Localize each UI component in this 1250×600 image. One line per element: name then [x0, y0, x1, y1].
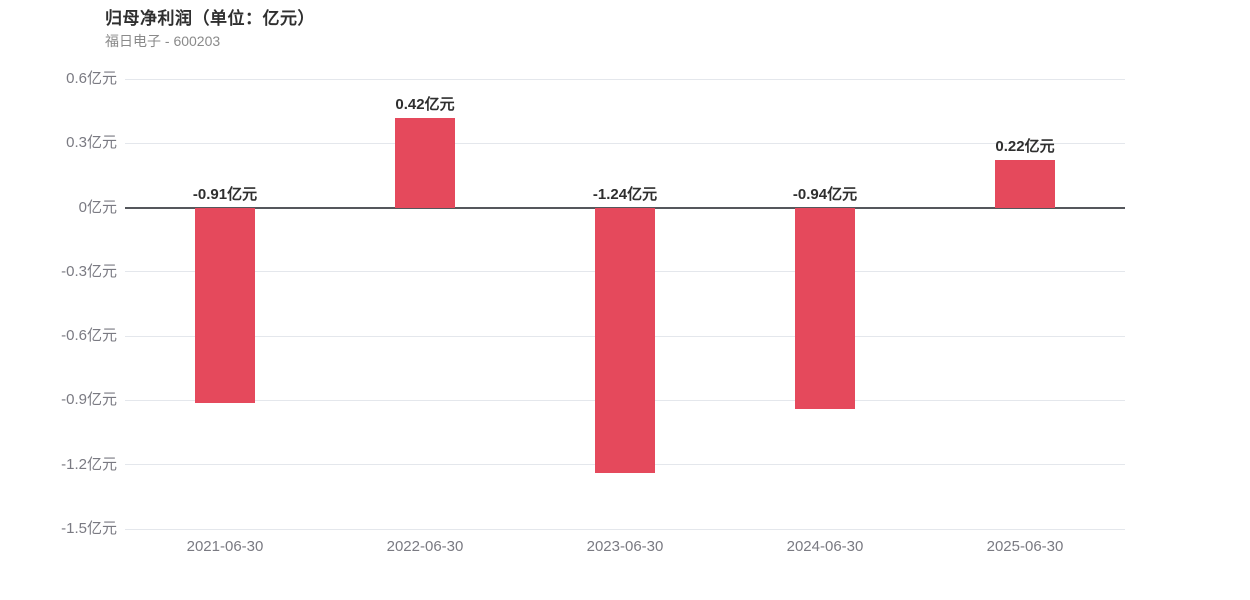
bar-value-label: -1.24亿元 [592, 185, 658, 203]
x-axis-tick-label: 2022-06-30 [386, 538, 464, 555]
y-axis-tick-label: -1.2亿元 [61, 455, 117, 473]
bar-value-label: 0.42亿元 [395, 95, 455, 113]
chart-subtitle: 福日电子 - 600203 [105, 33, 221, 49]
y-axis-tick-label: -0.3亿元 [61, 262, 117, 280]
grid-line [125, 142, 1125, 144]
x-axis-tick-label: 2021-06-30 [186, 538, 264, 555]
y-axis-tick-label: 0.3亿元 [66, 134, 117, 152]
x-axis-tick-label: 2024-06-30 [786, 538, 864, 555]
bar-2022-06-30[interactable] [395, 117, 455, 208]
bar-2023-06-30[interactable] [595, 207, 655, 474]
grid-line [125, 78, 1125, 80]
x-axis-tick-label: 2023-06-30 [586, 538, 664, 555]
bar-value-label: -0.94亿元 [792, 185, 858, 203]
bar-value-label: 0.22亿元 [995, 138, 1055, 156]
bar-2024-06-30[interactable] [795, 207, 855, 409]
grid-line [125, 528, 1125, 530]
y-axis-tick-label: -0.6亿元 [61, 327, 117, 345]
y-axis-tick-label: -0.9亿元 [61, 391, 117, 409]
chart-title: 归母净利润（单位：亿元） [105, 9, 315, 28]
y-axis-tick-label: 0亿元 [78, 198, 117, 216]
bar-2021-06-30[interactable] [195, 207, 255, 403]
y-axis-tick-label: -1.5亿元 [61, 520, 117, 537]
y-axis-tick-label: 0.6亿元 [66, 70, 117, 87]
bar-value-label: -0.91亿元 [192, 185, 258, 203]
bar-2025-06-30[interactable] [995, 160, 1055, 208]
x-axis-tick-label: 2025-06-30 [986, 538, 1064, 555]
